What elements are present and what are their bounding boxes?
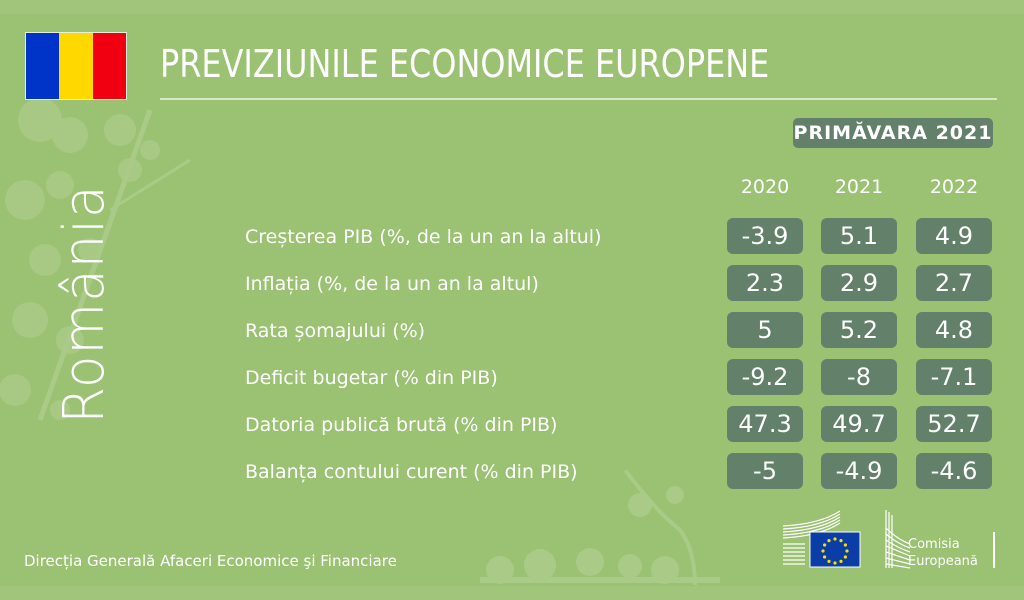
table-cell: -4.9 (821, 453, 897, 489)
top-strip (0, 0, 1024, 14)
season-badge: PRIMĂVARA 2021 (793, 118, 993, 148)
country-name: România (52, 178, 117, 430)
european-commission-name: Comisia Europeană (908, 536, 978, 570)
row-label-inflation: Inflația (%, de la un an la altul) (245, 273, 539, 295)
romania-flag (25, 32, 127, 100)
european-commission-logo (782, 510, 911, 569)
logo-divider (993, 532, 995, 568)
table-cell: 2.9 (821, 265, 897, 301)
logo-line-2: Europeană (908, 554, 978, 569)
table-cell: -9.2 (727, 359, 803, 395)
row-label-current-account: Balanța contului curent (% din PIB) (245, 461, 578, 483)
year-header-2022: 2022 (929, 176, 979, 198)
row-label-gdp-growth: Creșterea PIB (%, de la un an la altul) (245, 226, 602, 248)
bottom-strip (0, 586, 1024, 600)
table-cell: 5.1 (821, 218, 897, 254)
table-cell: 52.7 (916, 406, 992, 442)
table-cell: 49.7 (821, 406, 897, 442)
row-label-public-debt: Datoria publică brută (% din PIB) (245, 414, 558, 436)
table-cell: -7.1 (916, 359, 992, 395)
table-cell: -5 (727, 453, 803, 489)
department-name: Direcția Generală Afaceri Economice şi F… (24, 552, 397, 570)
table-cell: 2.7 (916, 265, 992, 301)
eu-stars (821, 537, 849, 565)
table-cell: 4.8 (916, 312, 992, 348)
table-cell: -4.6 (916, 453, 992, 489)
table-cell: -3.9 (727, 218, 803, 254)
table-cell: 4.9 (916, 218, 992, 254)
page-title: PREVIZIUNILE ECONOMICE EUROPENE (160, 42, 770, 86)
flag-stripe-blue (26, 33, 60, 99)
table-cell: 5.2 (821, 312, 897, 348)
logo-line-1: Comisia (908, 537, 960, 552)
flag-stripe-yellow (59, 33, 93, 99)
year-header-2020: 2020 (740, 176, 790, 198)
year-header-2021: 2021 (834, 176, 884, 198)
table-cell: 2.3 (727, 265, 803, 301)
table-cell: 47.3 (727, 406, 803, 442)
table-cell: 5 (727, 312, 803, 348)
country-name-text: România (52, 184, 117, 424)
table-cell: -8 (821, 359, 897, 395)
title-divider (160, 98, 997, 100)
row-label-unemployment: Rata șomajului (%) (245, 320, 426, 342)
flag-stripe-red (92, 33, 126, 99)
row-label-budget-deficit: Deficit bugetar (% din PIB) (245, 367, 498, 389)
